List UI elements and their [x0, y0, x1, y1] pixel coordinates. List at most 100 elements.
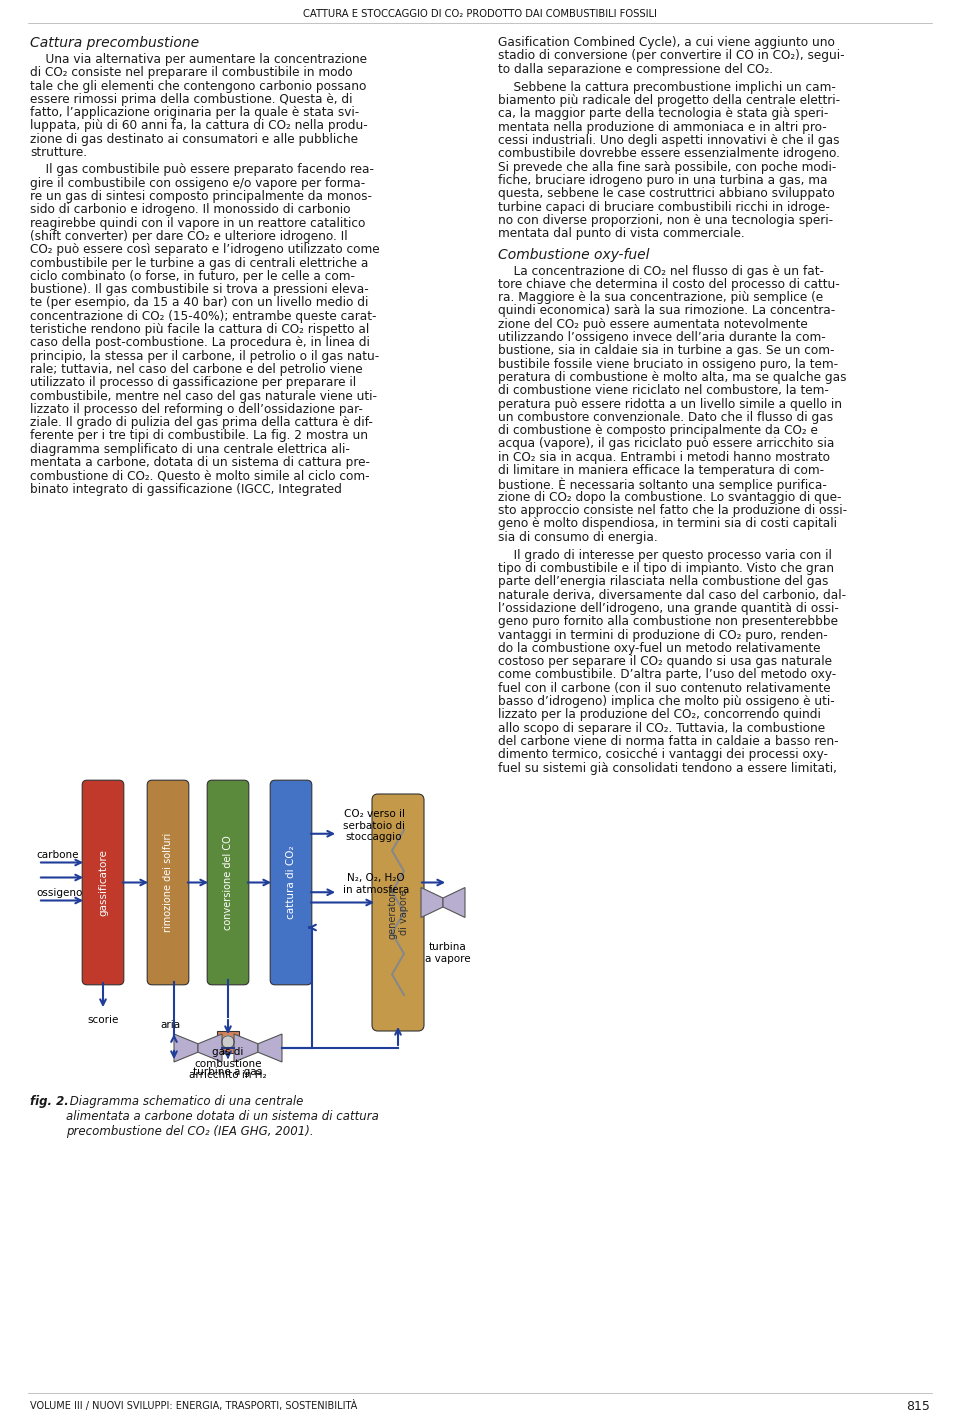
- Text: diagramma semplificato di una centrale elettrica ali-: diagramma semplificato di una centrale e…: [30, 443, 349, 456]
- Text: zione di gas destinato ai consumatori e alle pubbliche: zione di gas destinato ai consumatori e …: [30, 133, 358, 146]
- Text: fatto, l’applicazione originaria per la quale è stata svi-: fatto, l’applicazione originaria per la …: [30, 106, 359, 119]
- FancyBboxPatch shape: [270, 780, 312, 984]
- Text: scorie: scorie: [87, 1015, 119, 1025]
- Bar: [217, 1031, 239, 1054]
- Text: Diagramma schematico di una centrale
alimentata a carbone dotata di un sistema d: Diagramma schematico di una centrale ali…: [66, 1095, 379, 1138]
- Text: teristiche rendono più facile la cattura di CO₂ rispetto al: teristiche rendono più facile la cattura…: [30, 323, 370, 336]
- Text: parte dell’energia rilasciata nella combustione del gas: parte dell’energia rilasciata nella comb…: [498, 575, 828, 589]
- Text: rale; tuttavia, nel caso del carbone e del petrolio viene: rale; tuttavia, nel caso del carbone e d…: [30, 362, 363, 375]
- Text: turbina
a vapore: turbina a vapore: [425, 943, 470, 964]
- Text: gas di
combustione
arricchito in H₂: gas di combustione arricchito in H₂: [189, 1046, 267, 1080]
- FancyBboxPatch shape: [207, 780, 249, 984]
- Text: fiche, bruciare idrogeno puro in una turbina a gas, ma: fiche, bruciare idrogeno puro in una tur…: [498, 174, 828, 187]
- Text: N₂, O₂, H₂O
in atmosfera: N₂, O₂, H₂O in atmosfera: [343, 874, 409, 895]
- Polygon shape: [421, 888, 443, 918]
- Text: caso della post-combustione. La procedura è, in linea di: caso della post-combustione. La procedur…: [30, 337, 370, 350]
- Text: di CO₂ consiste nel preparare il combustibile in modo: di CO₂ consiste nel preparare il combust…: [30, 67, 352, 79]
- Text: bustione, sia in caldaie sia in turbine a gas. Se un com-: bustione, sia in caldaie sia in turbine …: [498, 344, 834, 357]
- Text: l’ossidazione dell’idrogeno, una grande quantità di ossi-: l’ossidazione dell’idrogeno, una grande …: [498, 602, 839, 615]
- Text: utilizzando l’ossigeno invece dell’aria durante la com-: utilizzando l’ossigeno invece dell’aria …: [498, 331, 826, 344]
- Text: dimento termico, cosicché i vantaggi dei processi oxy-: dimento termico, cosicché i vantaggi dei…: [498, 748, 828, 762]
- Text: Una via alternativa per aumentare la concentrazione: Una via alternativa per aumentare la con…: [30, 52, 367, 67]
- Text: stadio di conversione (per convertire il CO in CO₂), segui-: stadio di conversione (per convertire il…: [498, 50, 845, 62]
- Text: ciclo combinato (o forse, in futuro, per le celle a com-: ciclo combinato (o forse, in futuro, per…: [30, 270, 355, 283]
- Text: fuel con il carbone (con il suo contenuto relativamente: fuel con il carbone (con il suo contenut…: [498, 681, 830, 695]
- FancyBboxPatch shape: [147, 780, 189, 984]
- Text: ziale. Il grado di pulizia del gas prima della cattura è dif-: ziale. Il grado di pulizia del gas prima…: [30, 416, 372, 429]
- Text: tale che gli elementi che contengono carbonio possano: tale che gli elementi che contengono car…: [30, 79, 367, 92]
- Text: conversione del CO: conversione del CO: [223, 835, 233, 930]
- Text: CATTURA E STOCCAGGIO DI CO₂ PRODOTTO DAI COMBUSTIBILI FOSSILI: CATTURA E STOCCAGGIO DI CO₂ PRODOTTO DAI…: [303, 8, 657, 18]
- Text: VOLUME III / NUOVI SVILUPPI: ENERGIA, TRASPORTI, SOSTENIBILITÀ: VOLUME III / NUOVI SVILUPPI: ENERGIA, TR…: [30, 1400, 357, 1410]
- Text: come combustibile. D’altra parte, l’uso del metodo oxy-: come combustibile. D’altra parte, l’uso …: [498, 668, 836, 681]
- FancyBboxPatch shape: [83, 780, 124, 984]
- Text: lizzato per la produzione del CO₂, concorrendo quindi: lizzato per la produzione del CO₂, conco…: [498, 708, 821, 721]
- Polygon shape: [198, 1034, 222, 1062]
- Text: gire il combustibile con ossigeno e/o vapore per forma-: gire il combustibile con ossigeno e/o va…: [30, 177, 365, 190]
- Text: sido di carbonio e idrogeno. Il monossido di carbonio: sido di carbonio e idrogeno. Il monossid…: [30, 204, 350, 217]
- Text: concentrazione di CO₂ (15-40%); entrambe queste carat-: concentrazione di CO₂ (15-40%); entrambe…: [30, 310, 376, 323]
- Text: vantaggi in termini di produzione di CO₂ puro, renden-: vantaggi in termini di produzione di CO₂…: [498, 629, 828, 641]
- Text: aria: aria: [160, 1020, 180, 1029]
- Text: fig. 2.: fig. 2.: [30, 1095, 69, 1107]
- Text: tipo di combustibile e il tipo di impianto. Visto che gran: tipo di combustibile e il tipo di impian…: [498, 562, 834, 575]
- Text: principio, la stessa per il carbone, il petrolio o il gas natu-: principio, la stessa per il carbone, il …: [30, 350, 379, 362]
- Text: strutture.: strutture.: [30, 146, 87, 159]
- Text: Si prevede che alla fine sarà possibile, con poche modi-: Si prevede che alla fine sarà possibile,…: [498, 160, 836, 174]
- Text: naturale deriva, diversamente dal caso del carbonio, dal-: naturale deriva, diversamente dal caso d…: [498, 589, 846, 602]
- Text: zione di CO₂ dopo la combustione. Lo svantaggio di que-: zione di CO₂ dopo la combustione. Lo sva…: [498, 490, 842, 504]
- Text: questa, sebbene le case costruttrici abbiano sviluppato: questa, sebbene le case costruttrici abb…: [498, 187, 835, 200]
- Text: combustione di CO₂. Questo è molto simile al ciclo com-: combustione di CO₂. Questo è molto simil…: [30, 469, 370, 483]
- Text: turbine capaci di bruciare combustibili ricchi in idroge-: turbine capaci di bruciare combustibili …: [498, 201, 829, 214]
- Text: ca, la maggior parte della tecnologia è stata già speri-: ca, la maggior parte della tecnologia è …: [498, 108, 828, 120]
- Text: Combustione oxy-fuel: Combustione oxy-fuel: [498, 248, 650, 262]
- Text: mentata dal punto di vista commerciale.: mentata dal punto di vista commerciale.: [498, 227, 745, 241]
- Text: essere rimossi prima della combustione. Questa è, di: essere rimossi prima della combustione. …: [30, 93, 352, 106]
- Text: luppata, più di 60 anni fa, la cattura di CO₂ nella produ-: luppata, più di 60 anni fa, la cattura d…: [30, 119, 368, 133]
- Text: peratura può essere ridotta a un livello simile a quello in: peratura può essere ridotta a un livello…: [498, 398, 842, 411]
- Text: peratura di combustione è molto alta, ma se qualche gas: peratura di combustione è molto alta, ma…: [498, 371, 847, 384]
- Text: Sebbene la cattura precombustione implichi un cam-: Sebbene la cattura precombustione implic…: [498, 81, 836, 93]
- Text: sia di consumo di energia.: sia di consumo di energia.: [498, 531, 658, 544]
- Polygon shape: [443, 888, 465, 918]
- Text: combustibile, mentre nel caso del gas naturale viene uti-: combustibile, mentre nel caso del gas na…: [30, 389, 377, 402]
- Text: geno puro fornito alla combustione non presenterebbbe: geno puro fornito alla combustione non p…: [498, 616, 838, 629]
- Text: CO₂ può essere così separato e l’idrogeno utilizzato come: CO₂ può essere così separato e l’idrogen…: [30, 244, 379, 256]
- Text: carbone: carbone: [36, 850, 79, 860]
- Text: di limitare in maniera efficace la temperatura di com-: di limitare in maniera efficace la tempe…: [498, 464, 824, 477]
- Text: bustibile fossile viene bruciato in ossigeno puro, la tem-: bustibile fossile viene bruciato in ossi…: [498, 358, 838, 371]
- Text: fuel su sistemi già consolidati tendono a essere limitati,: fuel su sistemi già consolidati tendono …: [498, 762, 837, 775]
- Text: geno è molto dispendiosa, in termini sia di costi capitali: geno è molto dispendiosa, in termini sia…: [498, 517, 837, 530]
- Polygon shape: [174, 1034, 198, 1062]
- Text: ra. Maggiore è la sua concentrazione, più semplice (e: ra. Maggiore è la sua concentrazione, pi…: [498, 292, 823, 304]
- Text: do la combustione oxy-fuel un metodo relativamente: do la combustione oxy-fuel un metodo rel…: [498, 641, 821, 654]
- Text: Il gas combustibile può essere preparato facendo rea-: Il gas combustibile può essere preparato…: [30, 163, 374, 177]
- Text: La concentrazione di CO₂ nel flusso di gas è un fat-: La concentrazione di CO₂ nel flusso di g…: [498, 265, 824, 278]
- Text: zione del CO₂ può essere aumentata notevolmente: zione del CO₂ può essere aumentata notev…: [498, 317, 807, 331]
- Text: lizzato il processo del reforming o dell’ossidazione par-: lizzato il processo del reforming o dell…: [30, 402, 363, 416]
- Text: sto approccio consiste nel fatto che la produzione di ossi-: sto approccio consiste nel fatto che la …: [498, 504, 847, 517]
- Text: Cattura precombustione: Cattura precombustione: [30, 35, 199, 50]
- Text: in CO₂ sia in acqua. Entrambi i metodi hanno mostrato: in CO₂ sia in acqua. Entrambi i metodi h…: [498, 450, 830, 463]
- Text: costoso per separare il CO₂ quando si usa gas naturale: costoso per separare il CO₂ quando si us…: [498, 656, 832, 668]
- FancyBboxPatch shape: [372, 794, 424, 1031]
- Text: te (per esempio, da 15 a 40 bar) con un livello medio di: te (per esempio, da 15 a 40 bar) con un …: [30, 296, 369, 310]
- Text: allo scopo di separare il CO₂. Tuttavia, la combustione: allo scopo di separare il CO₂. Tuttavia,…: [498, 722, 826, 735]
- Text: generatore
di vapore: generatore di vapore: [387, 885, 409, 939]
- Text: di combustione è composto principalmente da CO₂ e: di combustione è composto principalmente…: [498, 425, 818, 438]
- Polygon shape: [234, 1034, 258, 1062]
- Text: utilizzato il processo di gassificazione per preparare il: utilizzato il processo di gassificazione…: [30, 377, 356, 389]
- Text: bustione. È necessaria soltanto una semplice purifica-: bustione. È necessaria soltanto una semp…: [498, 477, 827, 491]
- Text: biamento più radicale del progetto della centrale elettri-: biamento più radicale del progetto della…: [498, 95, 840, 108]
- Text: (shift converter) per dare CO₂ e ulteriore idrogeno. Il: (shift converter) per dare CO₂ e ulterio…: [30, 229, 348, 244]
- Text: combustibile dovrebbe essere essenzialmente idrogeno.: combustibile dovrebbe essere essenzialme…: [498, 147, 840, 160]
- Text: re un gas di sintesi composto principalmente da monos-: re un gas di sintesi composto principalm…: [30, 190, 372, 202]
- Text: CO₂ verso il
serbatoio di
stoccaggio: CO₂ verso il serbatoio di stoccaggio: [343, 809, 405, 843]
- Text: 815: 815: [906, 1400, 930, 1413]
- Text: basso d’idrogeno) implica che molto più ossigeno è uti-: basso d’idrogeno) implica che molto più …: [498, 695, 835, 708]
- Text: reagirebbe quindi con il vapore in un reattore catalitico: reagirebbe quindi con il vapore in un re…: [30, 217, 366, 229]
- Polygon shape: [258, 1034, 282, 1062]
- Text: rimozione dei solfuri: rimozione dei solfuri: [163, 833, 173, 932]
- Text: binato integrato di gassificazione (IGCC, Integrated: binato integrato di gassificazione (IGCC…: [30, 483, 342, 496]
- Text: combustibile per le turbine a gas di centrali elettriche a: combustibile per le turbine a gas di cen…: [30, 256, 369, 269]
